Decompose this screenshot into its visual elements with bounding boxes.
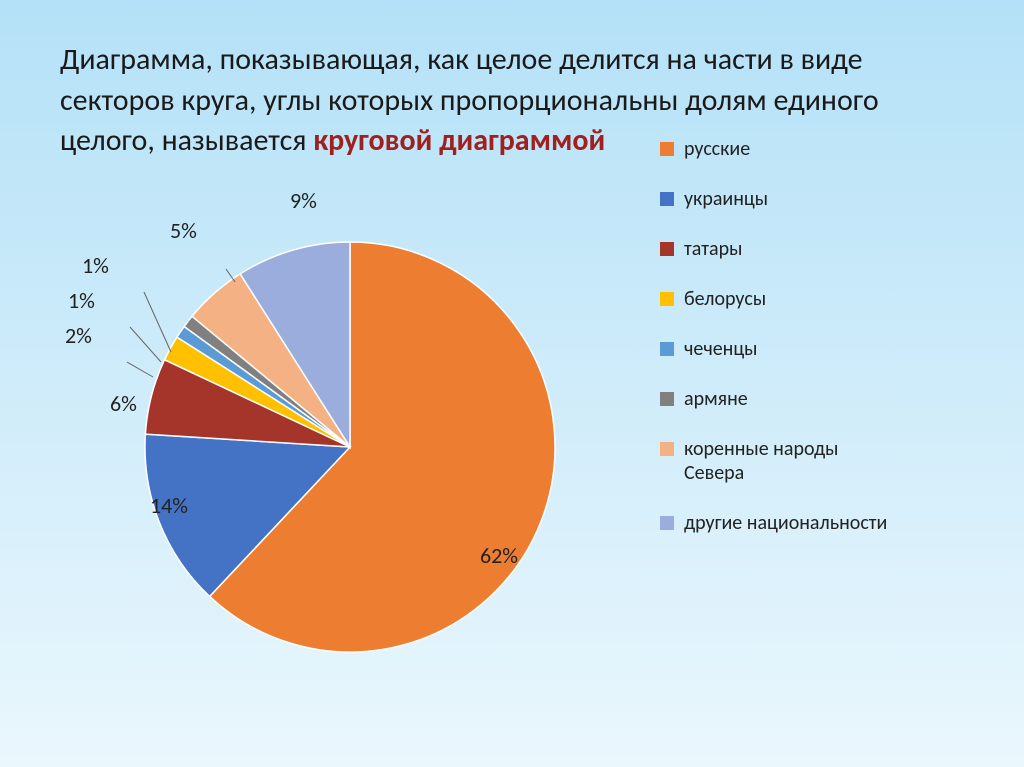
legend-label: русские — [684, 137, 750, 161]
legend-item: русские — [660, 137, 900, 161]
legend-swatch — [660, 142, 674, 156]
legend-item: чеченцы — [660, 337, 900, 361]
slice-pct-label: 2% — [65, 322, 92, 349]
leader-line — [130, 327, 161, 362]
legend-label: украинцы — [684, 187, 768, 211]
legend-item: белорусы — [660, 287, 900, 311]
legend-item: другие национальности — [660, 511, 900, 535]
slice-pct-label: 1% — [82, 252, 109, 279]
legend-label: чеченцы — [684, 337, 758, 361]
legend-item: украинцы — [660, 187, 900, 211]
slice-pct-label: 62% — [480, 542, 518, 569]
legend-label: армяне — [684, 387, 748, 411]
legend: русские украинцы татары белорусы чеченцы армя… — [660, 137, 900, 561]
legend-item: коренные народы Севера — [660, 437, 900, 485]
pie-svg — [90, 202, 610, 692]
legend-swatch — [660, 516, 674, 530]
pie-chart: 62% 14% 6% 2% 1% 1% 5% 9% — [60, 172, 620, 672]
chart-area: 62%14%6%2%1%1%5%9% русскиеукраинцытатары… — [60, 172, 964, 672]
legend-label: татары — [684, 237, 742, 261]
slice-pct-label: 1% — [68, 287, 95, 314]
title-highlight: круговой диаграммой — [313, 122, 605, 159]
legend-label: белорусы — [684, 287, 766, 311]
slice-pct-label: 9% — [290, 187, 317, 214]
legend-swatch — [660, 192, 674, 206]
legend-swatch — [660, 342, 674, 356]
leader-line — [144, 292, 171, 352]
slice-pct-label: 14% — [150, 492, 188, 519]
legend-label: коренные народы Севера — [684, 437, 900, 485]
legend-swatch — [660, 242, 674, 256]
legend-swatch — [660, 392, 674, 406]
legend-item: татары — [660, 237, 900, 261]
leader-line — [127, 362, 153, 377]
legend-label: другие национальности — [684, 511, 887, 535]
legend-item: армяне — [660, 387, 900, 411]
legend-swatch — [660, 442, 674, 456]
legend-swatch — [660, 292, 674, 306]
slice-pct-label: 6% — [110, 390, 137, 417]
slice-pct-label: 5% — [170, 217, 197, 244]
